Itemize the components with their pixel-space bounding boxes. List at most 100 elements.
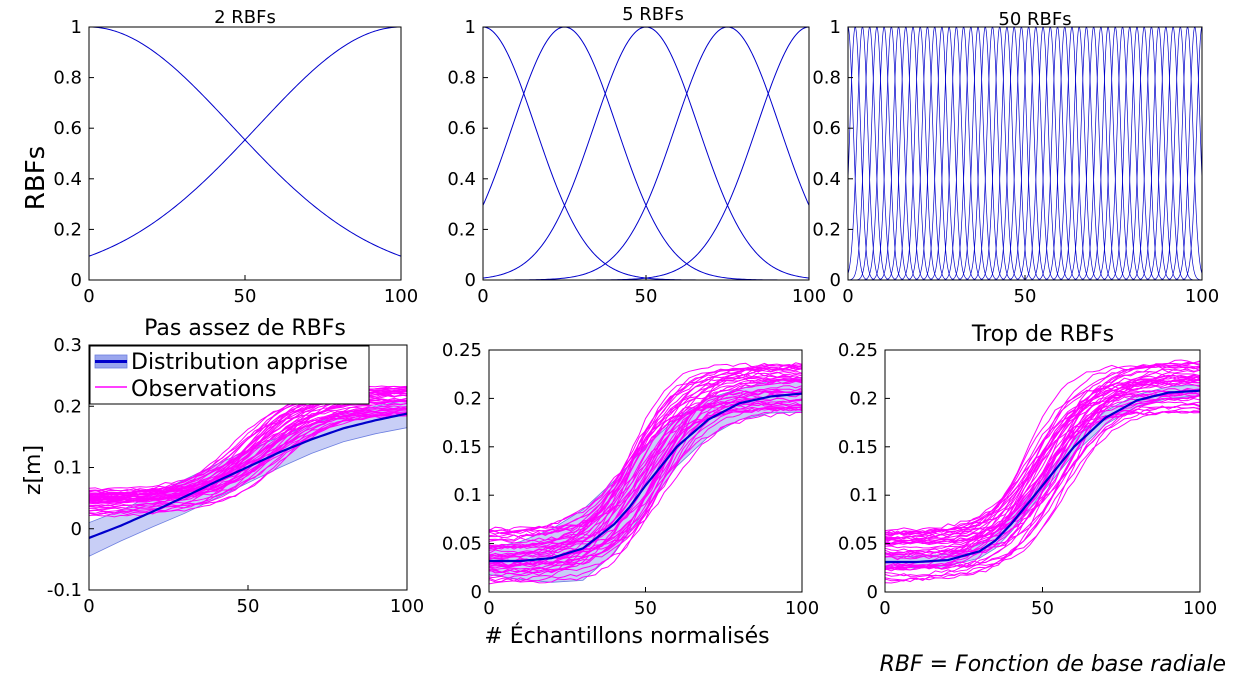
x-tick-label: 50 bbox=[237, 596, 260, 617]
observation-line bbox=[885, 397, 1200, 571]
y-tick-label: 1 bbox=[71, 17, 82, 38]
mean-line bbox=[489, 392, 802, 563]
rbf-curve bbox=[848, 27, 1202, 280]
bottom-row-ylabel: z[m] bbox=[21, 445, 46, 495]
y-tick-label: 0 bbox=[71, 519, 82, 540]
observation-line bbox=[885, 388, 1200, 572]
observation-line bbox=[885, 395, 1200, 568]
rbf-curve bbox=[848, 27, 1202, 280]
observation-line bbox=[89, 414, 407, 502]
observation-line bbox=[489, 365, 802, 535]
chart-rbf50: 0 50 100 0 0.2 0.4 0.6 0.8 1 50 RBFs bbox=[812, 9, 1219, 307]
bottom-row-xlabel: # Échantillons normalisés bbox=[484, 623, 769, 649]
observation-line bbox=[489, 405, 802, 554]
rbf-curve bbox=[848, 27, 1202, 280]
rbf-curve bbox=[848, 27, 1202, 280]
rbf-curve bbox=[848, 27, 1202, 280]
rbf-curve bbox=[848, 27, 1202, 280]
rbf-curve bbox=[848, 27, 1202, 280]
plot-area bbox=[489, 362, 802, 585]
y-tick-label: 0.2 bbox=[53, 219, 82, 240]
y-tick-label: 0 bbox=[465, 270, 476, 291]
chart-z_many: 0 50 100 0 0.05 0.1 0.15 0.2 0.25 Trop de RBFs bbox=[838, 322, 1217, 619]
x-tick-label: 50 bbox=[635, 286, 658, 307]
x-tick-label: 100 bbox=[792, 286, 826, 307]
mean-line bbox=[885, 389, 1200, 564]
observation-line bbox=[885, 394, 1200, 540]
rbf-curve bbox=[848, 27, 1202, 280]
y-tick-label: 0.6 bbox=[812, 118, 841, 139]
observation-line bbox=[885, 410, 1200, 537]
rbf-curve bbox=[848, 27, 1202, 280]
rbf-curve bbox=[848, 27, 1202, 280]
observation-line bbox=[489, 401, 802, 539]
rbf-curve bbox=[848, 27, 1202, 280]
chart-title: 2 RBFs bbox=[214, 7, 276, 28]
rbf-curve bbox=[848, 27, 1202, 280]
rbf-curve bbox=[848, 27, 1202, 280]
y-tick-label: 0.8 bbox=[447, 68, 476, 89]
legend: Distribution apprise Observations bbox=[89, 345, 370, 405]
observation-line bbox=[885, 378, 1200, 578]
y-tick-label: 0.15 bbox=[838, 437, 878, 458]
chart-rbf2: 0 50 100 0 0.2 0.4 0.6 0.8 1 2 RBFs bbox=[53, 7, 418, 307]
x-tick-label: 0 bbox=[842, 286, 853, 307]
observation-line bbox=[885, 368, 1200, 537]
rbf-curve bbox=[848, 27, 1202, 280]
observation-line bbox=[89, 409, 407, 494]
rbf-curve bbox=[848, 27, 1202, 280]
x-tick-label: 0 bbox=[879, 598, 890, 619]
observation-line bbox=[885, 379, 1200, 545]
y-tick-label: 0.2 bbox=[453, 388, 482, 409]
x-tick-label: 0 bbox=[83, 596, 94, 617]
plot-frame bbox=[847, 26, 1203, 281]
x-tick-label: 100 bbox=[1185, 286, 1219, 307]
rbf-curve bbox=[848, 27, 1202, 280]
rbf-curve bbox=[848, 27, 1202, 280]
rbf-curve bbox=[848, 27, 1202, 280]
observation-line bbox=[489, 362, 802, 556]
y-tick-label: 0.1 bbox=[53, 458, 82, 479]
plot-area bbox=[89, 385, 407, 557]
observation-line bbox=[489, 389, 802, 549]
y-tick-label: 0.1 bbox=[849, 485, 878, 506]
plot-area bbox=[483, 27, 809, 280]
y-tick-label: 0 bbox=[471, 582, 482, 603]
observation-line bbox=[885, 406, 1200, 582]
rbf-curve bbox=[848, 27, 1202, 280]
x-tick-label: 50 bbox=[1031, 598, 1054, 619]
observation-line bbox=[489, 390, 802, 550]
y-tick-label: -0.1 bbox=[47, 580, 82, 601]
chart-rbf5: 0 50 100 0 0.2 0.4 0.6 0.8 1 5 RBFs bbox=[447, 4, 826, 307]
y-tick-label: 0.25 bbox=[838, 340, 878, 361]
observation-line bbox=[885, 362, 1200, 542]
legend-mean-label: Distribution apprise bbox=[131, 350, 348, 375]
plot-area bbox=[848, 27, 1202, 280]
plot-frame bbox=[88, 26, 402, 281]
y-tick-label: 0.4 bbox=[447, 169, 476, 190]
rbf-curve bbox=[848, 27, 1202, 280]
x-tick-label: 0 bbox=[83, 286, 94, 307]
observation-line bbox=[489, 373, 802, 548]
y-tick-label: 0.05 bbox=[442, 534, 482, 555]
rbf-curve bbox=[483, 27, 809, 280]
y-tick-label: 0.8 bbox=[812, 68, 841, 89]
y-tick-label: 0.8 bbox=[53, 68, 82, 89]
observation-line bbox=[489, 407, 802, 557]
observation-line bbox=[489, 393, 802, 558]
y-tick-label: 0.2 bbox=[812, 219, 841, 240]
rbf-curve bbox=[89, 27, 401, 257]
rbf-curve bbox=[848, 27, 1202, 280]
x-tick-label: 100 bbox=[390, 596, 424, 617]
plot-area bbox=[89, 27, 401, 257]
y-tick-label: 1 bbox=[465, 17, 476, 38]
y-tick-label: 0 bbox=[830, 270, 841, 291]
rbf-curve bbox=[848, 27, 1202, 280]
observation-line bbox=[489, 379, 802, 542]
rbf-curve bbox=[848, 27, 1202, 280]
rbf-curve bbox=[848, 27, 1202, 280]
rbf-curve bbox=[848, 27, 1202, 280]
